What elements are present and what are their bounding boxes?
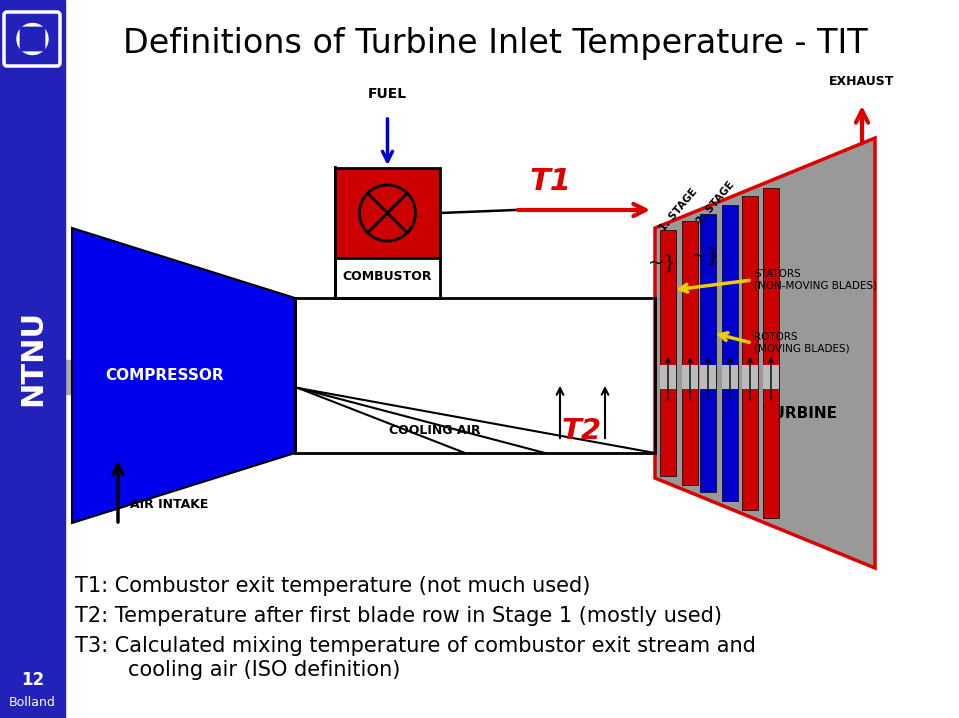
Text: ~}: ~} xyxy=(647,253,676,273)
Polygon shape xyxy=(655,138,875,568)
Bar xyxy=(682,365,698,389)
Text: ROTORS
(MOVING BLADES): ROTORS (MOVING BLADES) xyxy=(754,332,850,354)
Text: COMBUSTOR: COMBUSTOR xyxy=(342,269,433,282)
Text: 2. STAGE: 2. STAGE xyxy=(695,180,737,226)
Text: Definitions of Turbine Inlet Temperature - TIT: Definitions of Turbine Inlet Temperature… xyxy=(123,27,867,60)
Text: T2: T2 xyxy=(562,417,602,445)
Text: EXHAUST: EXHAUST xyxy=(830,75,895,88)
Text: T1: T1 xyxy=(530,167,572,197)
Text: ~}: ~} xyxy=(690,246,719,266)
Bar xyxy=(660,365,676,389)
FancyBboxPatch shape xyxy=(4,12,60,66)
Text: Bolland: Bolland xyxy=(9,696,56,709)
Text: FUEL: FUEL xyxy=(368,87,407,101)
Text: TURBINE: TURBINE xyxy=(762,406,837,421)
Bar xyxy=(763,365,779,389)
Text: T3: Calculated mixing temperature of combustor exit stream and: T3: Calculated mixing temperature of com… xyxy=(75,636,756,656)
Bar xyxy=(742,365,758,389)
Bar xyxy=(700,213,716,493)
Bar xyxy=(722,365,738,389)
Text: COMPRESSOR: COMPRESSOR xyxy=(105,368,224,383)
Polygon shape xyxy=(72,228,295,523)
Bar xyxy=(0,0,65,718)
Text: cooling air (ISO definition): cooling air (ISO definition) xyxy=(75,660,400,680)
Circle shape xyxy=(26,32,39,46)
Bar xyxy=(700,365,716,389)
Circle shape xyxy=(360,185,415,241)
Text: 1. STAGE: 1. STAGE xyxy=(658,187,699,233)
Bar xyxy=(335,168,440,258)
Text: T2: Temperature after first blade row in Stage 1 (mostly used): T2: Temperature after first blade row in… xyxy=(75,606,722,626)
Bar xyxy=(763,188,779,518)
Text: NTNU: NTNU xyxy=(18,310,47,406)
Text: AIR INTAKE: AIR INTAKE xyxy=(130,498,208,511)
Bar xyxy=(62,360,74,394)
Bar xyxy=(722,205,738,501)
Text: COOLING AIR: COOLING AIR xyxy=(389,424,480,437)
Bar xyxy=(742,197,758,510)
Bar xyxy=(72,366,832,388)
Text: T1: Combustor exit temperature (not much used): T1: Combustor exit temperature (not much… xyxy=(75,576,591,596)
Text: STATORS
(NON-MOVING BLADES): STATORS (NON-MOVING BLADES) xyxy=(754,269,877,291)
Bar xyxy=(660,230,676,476)
Bar xyxy=(682,221,698,485)
Circle shape xyxy=(17,24,48,55)
FancyBboxPatch shape xyxy=(21,28,44,50)
Bar xyxy=(295,298,655,453)
Text: 12: 12 xyxy=(21,671,44,689)
